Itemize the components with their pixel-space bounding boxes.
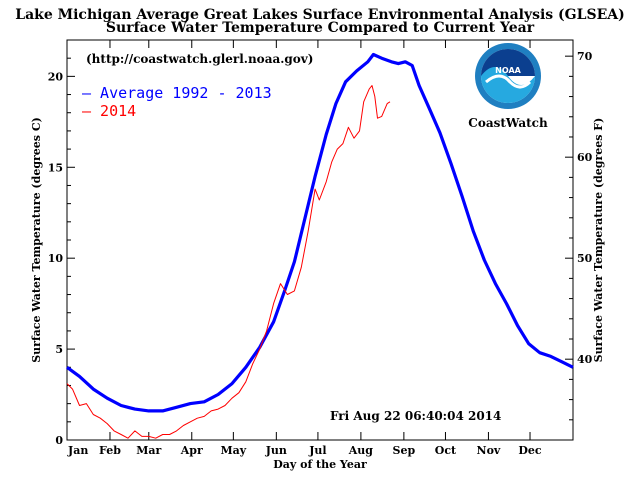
y-right-tick-label: 60	[577, 151, 593, 164]
y-axis-label-right: Surface Water Temperature (degrees F)	[592, 118, 605, 363]
series-line-2014	[66, 85, 391, 439]
x-tick-label: Jan	[67, 444, 88, 457]
x-tick-label: Sep	[393, 444, 416, 457]
x-tick-label: May	[221, 444, 247, 457]
noaa-badge-text: NOAA	[495, 66, 521, 75]
x-tick-label: Apr	[180, 444, 203, 457]
left-axis: 0 5 10 15 20	[48, 39, 75, 447]
y-tick-label: 20	[48, 70, 64, 83]
x-tick-label: Aug	[348, 444, 374, 457]
legend-average: – Average 1992 - 2013	[82, 84, 272, 102]
x-tick-label: Jun	[265, 444, 287, 457]
series-line-average	[66, 52, 574, 413]
legend: – Average 1992 - 2013 – 2014	[82, 84, 272, 120]
coastwatch-label: CoastWatch	[468, 116, 548, 130]
x-tick-label: Jul	[308, 444, 326, 457]
chart-subtitle: Surface Water Temperature Compared to Cu…	[106, 20, 535, 36]
y-tick-label: 0	[55, 434, 63, 447]
chart-title: Lake Michigan Average Great Lakes Surfac…	[15, 7, 625, 23]
series-layer	[66, 52, 574, 439]
x-axis-label: Day of the Year	[273, 458, 367, 471]
x-tick-label: Oct	[435, 444, 457, 457]
right-axis: 40 50 60 70	[565, 50, 593, 421]
y-right-tick-label: 70	[577, 50, 593, 63]
y-tick-label: 15	[48, 161, 63, 174]
y-axis-label-left: Surface Water Temperature (degrees C)	[30, 117, 43, 363]
x-tick-label: Feb	[99, 444, 121, 457]
source-url: (http://coastwatch.glerl.noaa.gov)	[86, 52, 313, 66]
noaa-logo: NOAA	[475, 43, 541, 109]
legend-2014: – 2014	[82, 102, 136, 120]
y-tick-label: 5	[55, 343, 63, 356]
x-tick-label: Mar	[136, 444, 161, 457]
bottom-axis: Jan Feb Mar Apr May Jun Jul Aug Sep Oct Nov Dec	[66, 40, 542, 457]
y-tick-label: 10	[48, 252, 64, 265]
y-right-tick-label: 40	[577, 353, 593, 366]
y-right-tick-label: 50	[577, 252, 593, 265]
timestamp: Fri Aug 22 06:40:04 2014	[330, 409, 501, 423]
x-tick-label: Nov	[477, 444, 501, 457]
x-tick-label: Dec	[518, 444, 542, 457]
